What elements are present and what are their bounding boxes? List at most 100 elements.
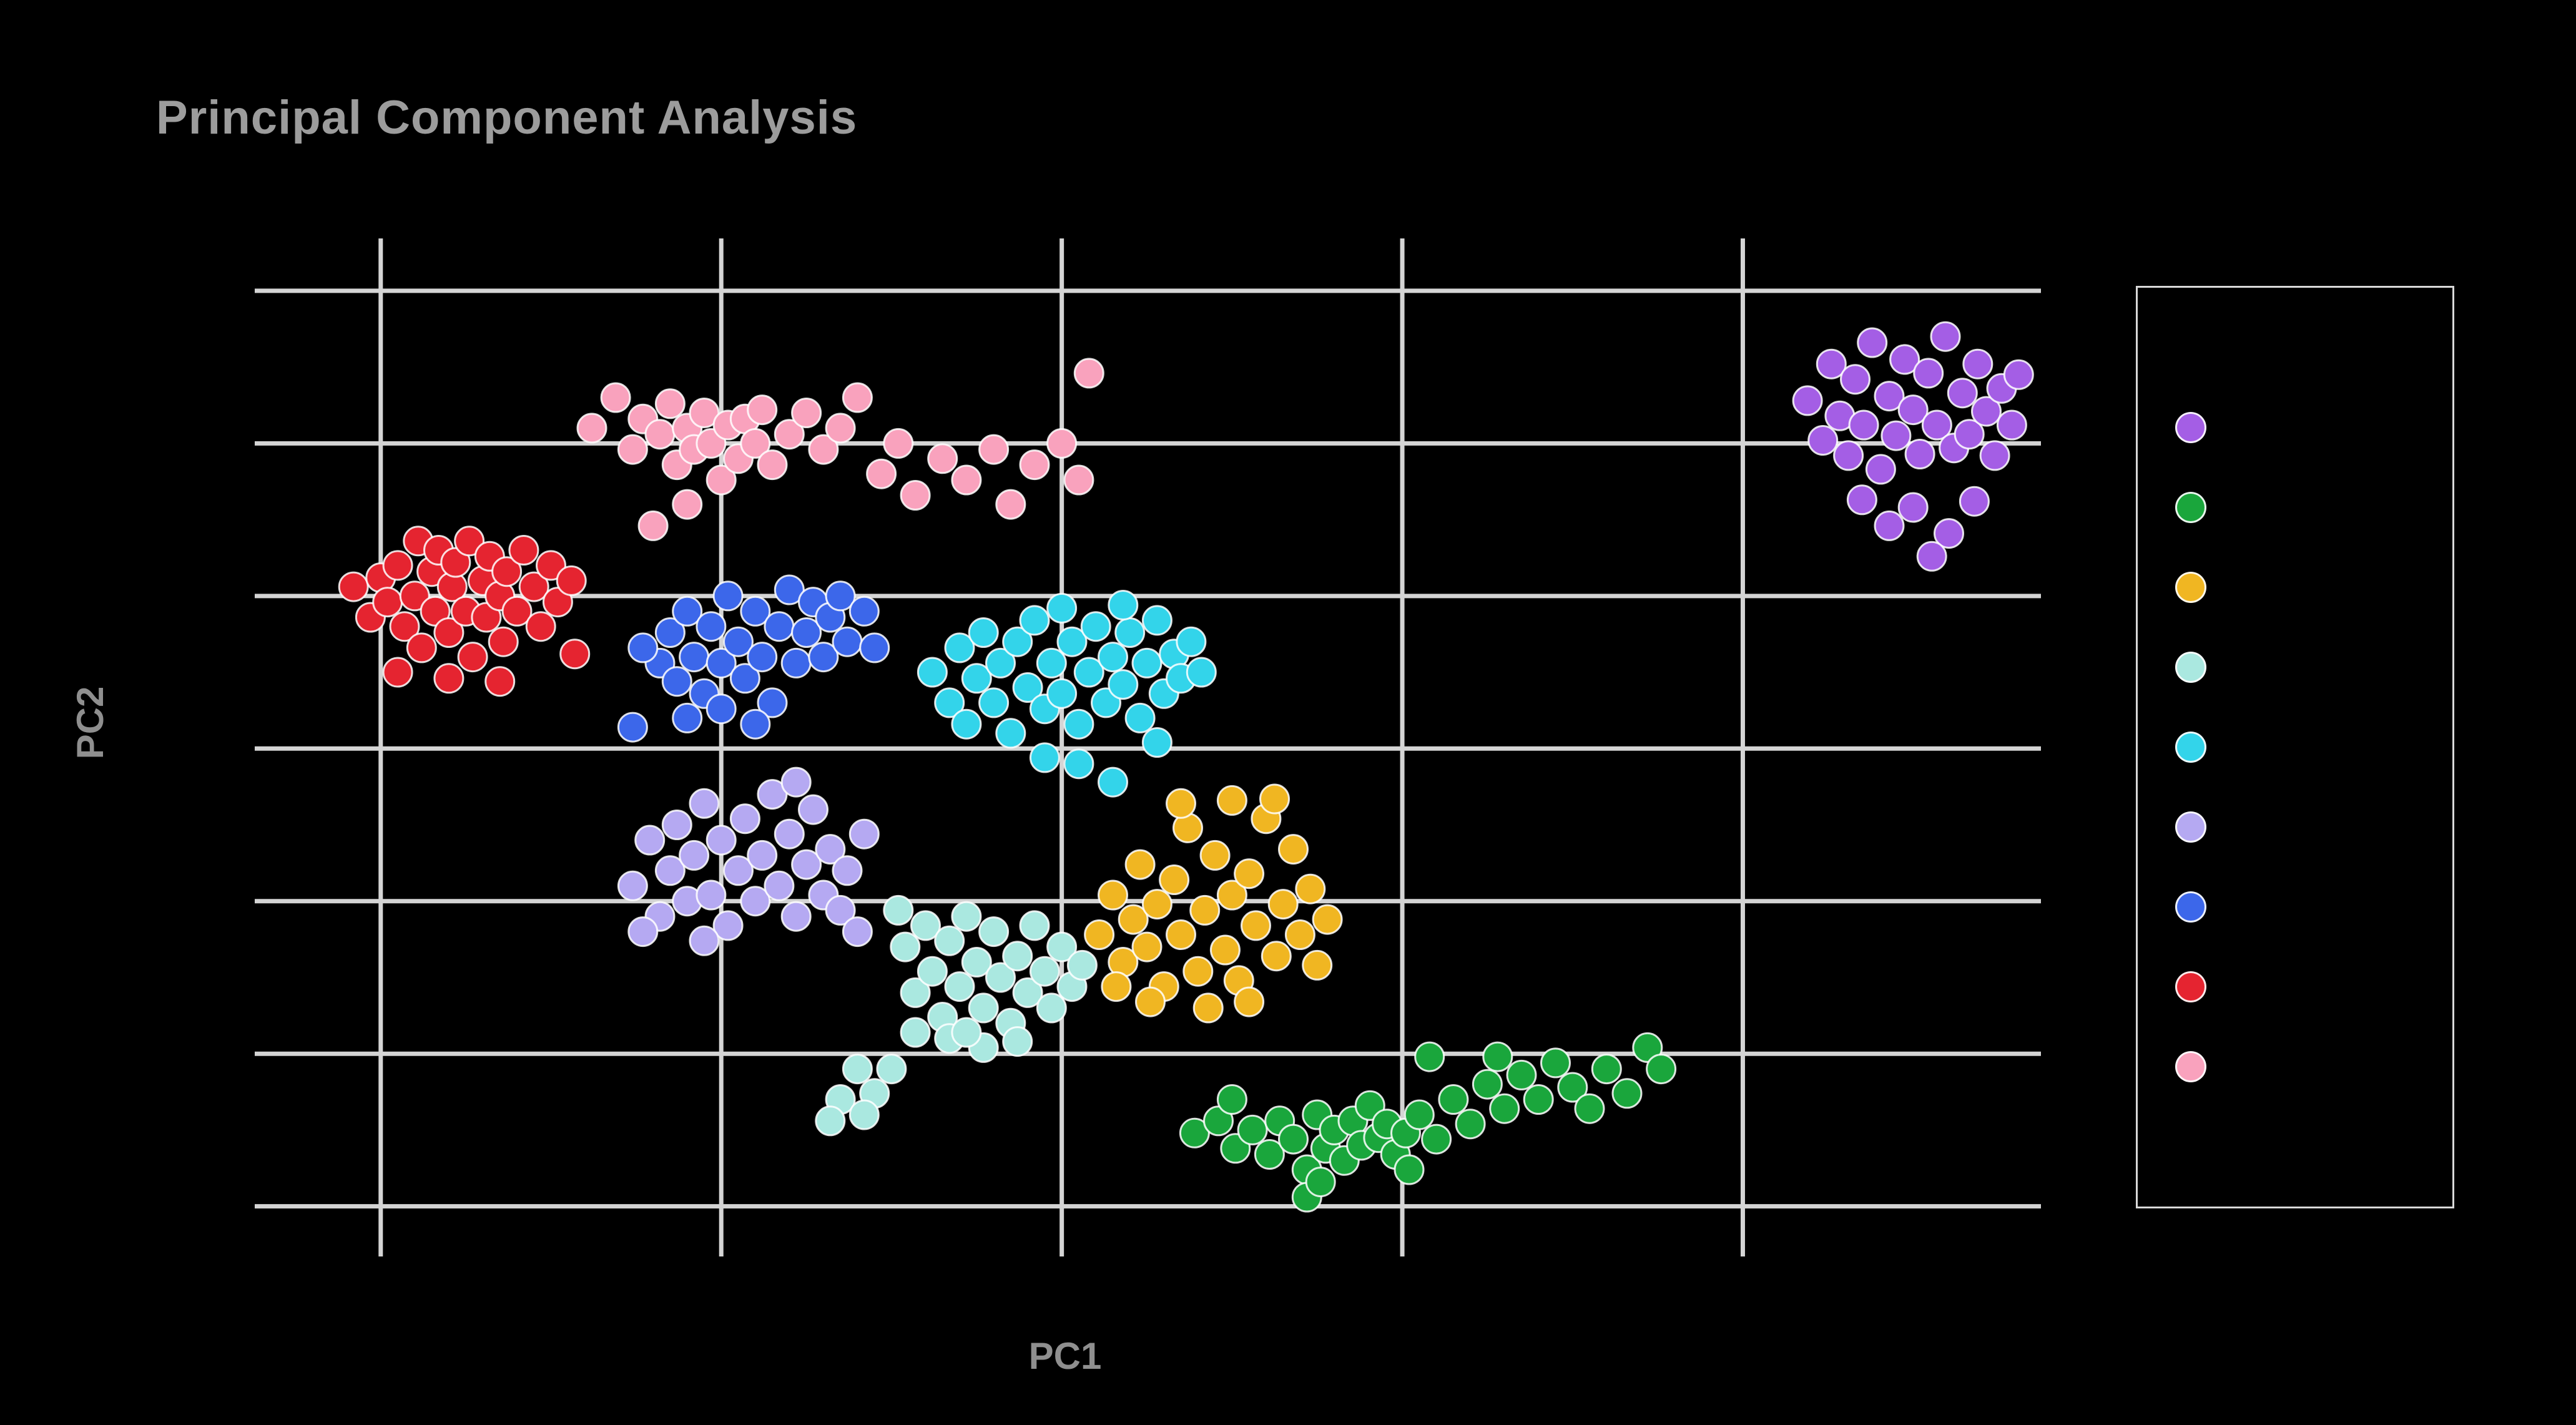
scatter-point	[634, 825, 666, 856]
scatter-point	[705, 825, 737, 856]
scatter-point	[1611, 1078, 1643, 1109]
scatter-point	[1254, 1139, 1285, 1170]
scatter-point	[712, 580, 744, 612]
scatter-point	[1019, 449, 1050, 481]
scatter-point	[1203, 1105, 1234, 1137]
scatter-point	[576, 413, 607, 444]
scatter-point	[525, 611, 556, 642]
legend-item	[2175, 971, 2206, 1002]
scatter-point	[1848, 409, 1879, 441]
scatter-point	[1865, 454, 1896, 485]
scatter-point	[1166, 919, 1196, 950]
scatter-point	[1833, 440, 1864, 471]
scatter-point	[1523, 1084, 1554, 1115]
scatter-point	[542, 587, 573, 618]
scatter-point	[1816, 348, 1847, 380]
scatter-point	[627, 916, 659, 948]
scatter-point	[842, 382, 873, 413]
scatter-point	[1073, 358, 1104, 389]
scatter-point	[1199, 840, 1231, 871]
scatter-point	[968, 617, 999, 648]
scatter-point	[791, 398, 822, 428]
scatter-point	[757, 449, 788, 481]
scatter-point	[900, 480, 931, 511]
scatter-point	[927, 443, 958, 474]
scatter-point	[454, 526, 485, 557]
scatter-point	[780, 766, 812, 798]
scatter-point	[1472, 1069, 1503, 1100]
scatter-point	[808, 434, 839, 465]
scatter-point	[679, 840, 710, 871]
series-pink	[576, 358, 1104, 541]
scatter-point	[696, 611, 727, 642]
scatter-point	[757, 687, 788, 718]
scatter-point	[1019, 605, 1050, 636]
scatter-point	[559, 639, 591, 670]
scatter-point	[689, 925, 720, 956]
scatter-point	[1108, 590, 1139, 620]
scatter-point	[1996, 409, 2027, 441]
scatter-point	[1947, 378, 1978, 409]
scatter-point	[1237, 1114, 1268, 1145]
scatter-point	[2003, 359, 2034, 390]
legend-dot-series-blue	[2175, 891, 2206, 923]
scatter-point	[832, 855, 863, 886]
scatter-point	[1098, 879, 1128, 911]
scatter-point	[917, 657, 948, 688]
scatter-point	[900, 1017, 931, 1048]
scatter-point	[848, 818, 880, 850]
scatter-point	[600, 382, 631, 413]
scatter-point	[696, 879, 727, 911]
scatter-point	[1404, 1099, 1435, 1130]
scatter-point	[944, 632, 975, 664]
scatter-point	[883, 894, 914, 926]
scatter-point	[1019, 910, 1050, 941]
scatter-point	[1012, 672, 1043, 703]
legend-item	[2175, 891, 2206, 923]
scatter-point	[1159, 864, 1190, 895]
scatter-point	[1840, 364, 1871, 395]
scatter-point	[508, 535, 539, 566]
scatter-point	[689, 398, 720, 428]
scatter-point	[1029, 742, 1060, 773]
scatter-point	[815, 834, 846, 865]
scatter-point	[389, 611, 420, 642]
scatter-point	[705, 693, 737, 725]
scatter-point	[338, 571, 369, 602]
scatter-point	[1002, 1026, 1033, 1057]
legend-dot-series-gold	[2175, 572, 2206, 603]
scatter-point	[1874, 510, 1905, 541]
scatter-point	[951, 1017, 982, 1048]
scatter-point	[1591, 1054, 1622, 1085]
scatter-point	[740, 886, 771, 917]
scatter-point	[1141, 727, 1172, 758]
series-green	[1179, 1032, 1677, 1213]
scatter-point	[1305, 1167, 1336, 1198]
scatter-point	[1979, 440, 2010, 471]
scatter-point	[815, 1105, 846, 1137]
scatter-point	[712, 910, 744, 941]
scatter-point	[740, 595, 771, 627]
legend-dot-series-lavender	[2175, 811, 2206, 843]
scatter-point	[883, 428, 914, 459]
scatter-point	[985, 962, 1016, 993]
scatter-point	[1012, 977, 1043, 1008]
x-axis-label: PC1	[1028, 1335, 1102, 1377]
scatter-point	[1036, 647, 1067, 678]
scatter-point	[1930, 321, 1961, 352]
scatter-point	[876, 1054, 907, 1085]
scatter-point	[961, 663, 992, 694]
scatter-point	[866, 458, 897, 489]
scatter-point	[774, 818, 805, 850]
scatter-point	[1241, 910, 1271, 941]
legend-item	[2175, 572, 2206, 603]
scatter-point	[672, 702, 703, 733]
scatter-point	[501, 595, 533, 627]
scatter-point	[995, 718, 1026, 749]
scatter-point	[1073, 657, 1104, 688]
scatter-point	[1482, 1041, 1513, 1072]
scatter-point	[1557, 1072, 1588, 1103]
scatter-point	[1108, 669, 1139, 700]
scatter-point	[1036, 992, 1067, 1024]
scatter-point	[1029, 956, 1060, 987]
